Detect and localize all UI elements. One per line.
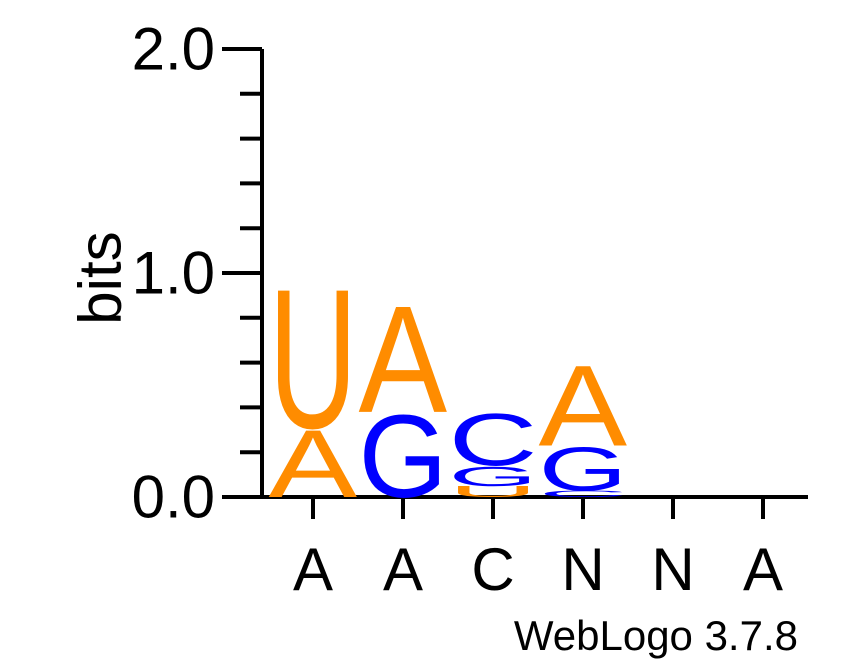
x-tick-label: N <box>651 536 694 603</box>
x-tick-label: A <box>293 536 333 603</box>
x-tick-label: A <box>743 536 783 603</box>
logo-letter-a: A <box>539 342 628 471</box>
x-tick-label: A <box>383 536 423 603</box>
logo-letter-g: G <box>359 390 448 522</box>
logo-letter-c: C <box>539 489 628 499</box>
weblogo-credit: WebLogo 3.7.8 <box>514 612 798 659</box>
logo-letter-u: U <box>449 483 538 501</box>
y-axis-label: bits <box>67 231 134 324</box>
y-tick-label: 0.0 <box>132 464 215 531</box>
y-tick-label: 2.0 <box>132 16 215 83</box>
y-axis: 0.0 1.0 2.0 <box>132 16 264 531</box>
x-tick-label: N <box>561 536 604 603</box>
logo-letter-a: A <box>269 410 358 518</box>
logo-letter-a: A <box>359 275 448 445</box>
y-tick-label: 1.0 <box>132 240 215 307</box>
logo-letter-c: C <box>449 398 538 482</box>
logo-letter-g: G <box>539 434 628 504</box>
logo-letter-g: G <box>449 461 538 492</box>
x-tick-label: C <box>471 536 514 603</box>
logo-letter-u: U <box>269 248 358 470</box>
